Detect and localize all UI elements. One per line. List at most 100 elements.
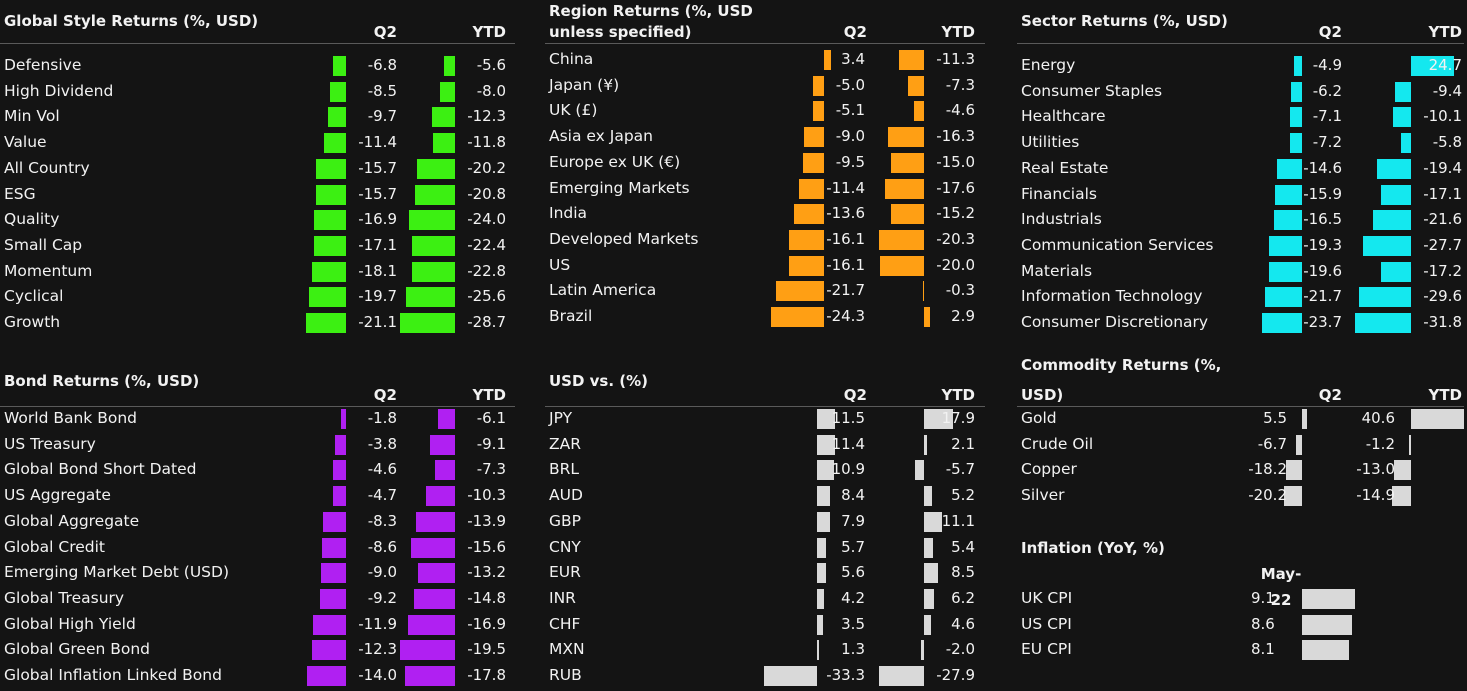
- q2-value: -19.6: [1303, 261, 1342, 280]
- ytd-value: -9.4: [1432, 81, 1462, 100]
- q2-bar: [308, 287, 346, 308]
- column-header-ytd: YTD: [1428, 386, 1462, 404]
- row-label: UK CPI: [1021, 589, 1073, 607]
- q2-bar: [313, 210, 346, 231]
- row-label: Energy: [1021, 56, 1076, 74]
- q2-bar: [1277, 158, 1302, 179]
- q2-value: -21.7: [826, 281, 865, 300]
- q2-value: -11.4: [826, 178, 865, 197]
- ytd-value: -19.4: [1423, 158, 1462, 177]
- q2-bar: [320, 588, 346, 609]
- q2-value: -19.3: [1303, 235, 1342, 254]
- bond-returns-panel: Bond Returns (%, USD) Q2 YTD World Bank Bon…: [0, 366, 515, 689]
- row-label: Developed Markets: [549, 229, 699, 248]
- q2-value: -14.6: [1303, 158, 1342, 177]
- ytd-value: -24.0: [467, 210, 506, 229]
- ytd-value: -14.9: [1356, 486, 1395, 505]
- ytd-bar: [913, 101, 924, 122]
- q2-value: -8.6: [367, 537, 397, 556]
- row-label: CHF: [549, 614, 581, 633]
- q2-value: -17.1: [358, 235, 397, 254]
- row-label: GBP: [549, 511, 581, 530]
- ytd-value: -17.2: [1423, 261, 1462, 280]
- table-row: Emerging Markets -11.4 -17.6: [545, 176, 985, 202]
- ytd-bar: [409, 210, 455, 231]
- row-label: China: [549, 50, 594, 68]
- ytd-bar: [1359, 287, 1411, 308]
- inflation-panel: Inflation (YoY, %) May-22 UK CPI 9.1 US CPI 8…: [1017, 535, 1464, 665]
- row-label: Min Vol: [4, 107, 60, 126]
- ytd-bar: [426, 486, 455, 507]
- column-header-q2: Q2: [843, 386, 867, 404]
- inflation-value: 8.1: [1251, 640, 1275, 659]
- q2-bar: [803, 152, 824, 173]
- q2-bar: [316, 184, 346, 205]
- q2-value: 3.5: [841, 614, 865, 633]
- q2-bar: [788, 255, 824, 276]
- ytd-bar: [1377, 158, 1411, 179]
- table-row: Healthcare -7.1 -10.1: [1017, 104, 1464, 130]
- row-label: Communication Services: [1021, 235, 1214, 254]
- row-label: Silver: [1021, 486, 1065, 505]
- table-row: World Bank Bond -1.8 -6.1: [0, 406, 515, 432]
- row-label: World Bank Bond: [4, 409, 137, 427]
- q2-bar: [1268, 261, 1302, 282]
- table-row: AUD 8.4 5.2: [545, 483, 985, 509]
- ytd-bar: [411, 537, 455, 558]
- panel-title: Region Returns (%, USD: [549, 2, 753, 20]
- table-row: BRL 10.9 -5.7: [545, 457, 985, 483]
- table-row: Min Vol -9.7 -12.3: [0, 104, 515, 130]
- row-label: Small Cap: [4, 235, 83, 254]
- table-row: UK CPI 9.1: [1017, 586, 1464, 612]
- ytd-bar: [1400, 133, 1411, 154]
- q2-bar: [817, 434, 836, 455]
- row-label: Japan (¥): [549, 75, 620, 94]
- row-label: RUB: [549, 666, 582, 684]
- q2-value: 8.4: [841, 486, 865, 505]
- panel-header: Region Returns (%, USD unless specified) Q…: [545, 0, 985, 44]
- sector-returns-panel: Sector Returns (%, USD) Q2 YTD Energy -4.9 24…: [1017, 6, 1464, 336]
- ytd-value: 2.1: [951, 434, 975, 453]
- row-label: Utilities: [1021, 133, 1080, 152]
- ytd-bar: [405, 666, 455, 686]
- ytd-bar: [439, 81, 455, 102]
- ytd-value: -29.6: [1423, 287, 1462, 306]
- q2-bar: [324, 133, 346, 154]
- ytd-bar: [1373, 210, 1411, 231]
- ytd-bar: [891, 152, 924, 173]
- table-row: Japan (¥) -5.0 -7.3: [545, 73, 985, 99]
- row-label: US CPI: [1021, 614, 1072, 633]
- q2-bar: [333, 460, 346, 481]
- q2-value: -7.2: [1312, 133, 1342, 152]
- q2-value: -15.7: [358, 158, 397, 177]
- table-row: Developed Markets -16.1 -20.3: [545, 227, 985, 253]
- table-row: Global Green Bond -12.3 -19.5: [0, 637, 515, 663]
- q2-value: -23.7: [1303, 313, 1342, 331]
- table-row: Global Aggregate -8.3 -13.9: [0, 509, 515, 535]
- q2-bar: [812, 101, 824, 122]
- table-row: GBP 7.9 11.1: [545, 509, 985, 535]
- q2-value: 5.5: [1263, 409, 1287, 427]
- q2-bar: [817, 409, 836, 429]
- ytd-value: -31.8: [1423, 313, 1462, 331]
- ytd-value: 17.9: [941, 409, 975, 427]
- row-label: ZAR: [549, 434, 581, 453]
- ytd-bar: [924, 307, 931, 327]
- ytd-value: -15.6: [467, 537, 506, 556]
- q2-value: -11.4: [358, 133, 397, 152]
- ytd-bar: [1355, 313, 1411, 333]
- q2-bar: [1269, 235, 1302, 256]
- q2-value: -21.1: [358, 313, 397, 331]
- row-label: Healthcare: [1021, 107, 1106, 126]
- q2-value: 5.7: [841, 537, 865, 556]
- table-row: UK (£) -5.1 -4.6: [545, 98, 985, 124]
- table-row: Copper -18.2 -13.0: [1017, 457, 1464, 483]
- row-label: Industrials: [1021, 210, 1102, 229]
- ytd-value: -17.6: [936, 178, 975, 197]
- ytd-bar: [924, 614, 932, 635]
- row-label: High Dividend: [4, 81, 114, 100]
- table-row: MXN 1.3 -2.0: [545, 637, 985, 663]
- q2-value: -24.3: [826, 307, 865, 325]
- ytd-bar: [429, 434, 455, 455]
- table-row: Defensive -6.8 -5.6: [0, 53, 515, 79]
